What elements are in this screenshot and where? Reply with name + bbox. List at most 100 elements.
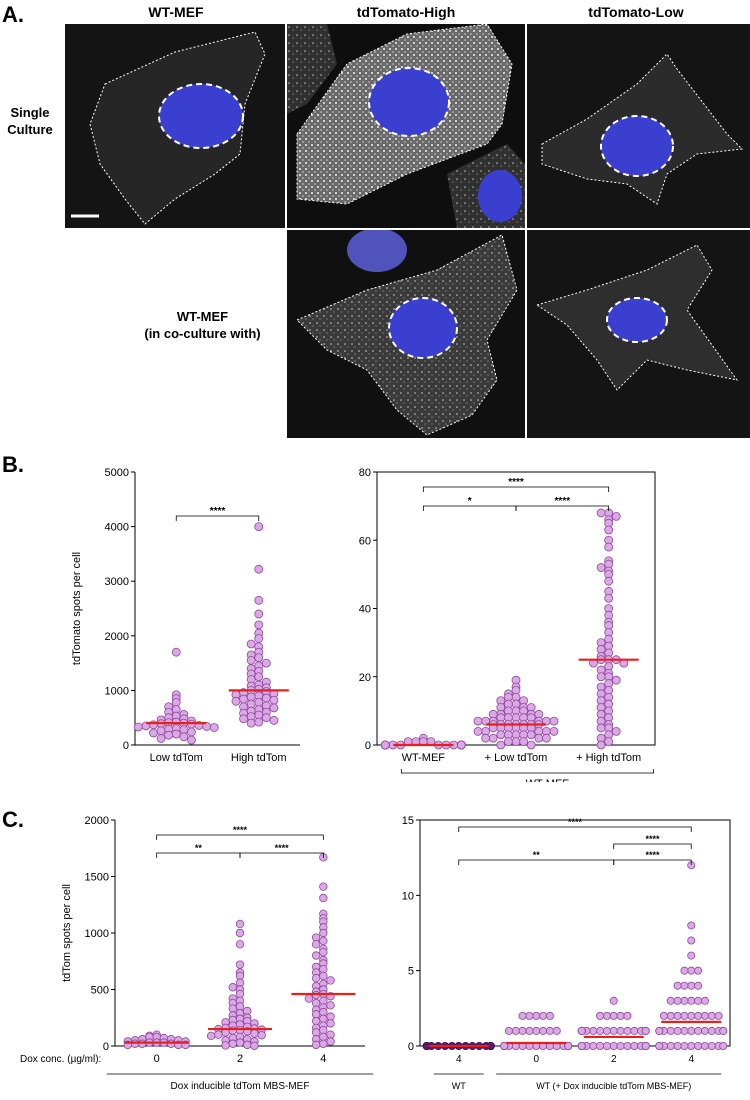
- panel-c-letter: C.: [2, 807, 24, 832]
- column-header-wt-mef: WT-MEF: [148, 4, 204, 20]
- significance-label: ****: [233, 825, 248, 835]
- x-tick-label: 2: [237, 1053, 243, 1065]
- data-point: [473, 726, 483, 736]
- data-point: [687, 1041, 696, 1050]
- significance-bracket: [239, 852, 324, 858]
- significance-bracket: [613, 843, 692, 849]
- y-axis-label: tdTomato spots per cell: [71, 552, 83, 665]
- significance-label: ****: [645, 850, 660, 860]
- group-label: Dox inducible tdTom MBS-MEF: [171, 1081, 310, 1092]
- data-point: [539, 1026, 548, 1035]
- data-point: [214, 1030, 223, 1039]
- data-point: [609, 1041, 618, 1050]
- data-point: [623, 1011, 632, 1020]
- data-point: [319, 936, 328, 946]
- data-point: [235, 960, 245, 969]
- y-tick-label: 2000: [105, 631, 129, 643]
- data-point: [235, 940, 245, 949]
- data-point: [596, 1041, 605, 1050]
- group-bracket: [400, 769, 655, 774]
- data-point: [596, 563, 606, 572]
- data-point: [243, 1040, 252, 1050]
- data-point: [641, 1041, 650, 1050]
- significance-label: ****: [210, 506, 226, 517]
- data-point: [518, 1011, 527, 1020]
- significance-bracket: [422, 486, 610, 492]
- data-point: [456, 740, 466, 750]
- data-point: [694, 1026, 703, 1035]
- y-tick-label: 1000: [85, 928, 109, 940]
- x-tick-label: 0: [154, 1053, 160, 1065]
- data-point: [326, 1001, 335, 1010]
- data-point: [496, 730, 506, 740]
- data-point: [589, 1041, 598, 1050]
- data-point: [604, 737, 614, 746]
- data-point: [589, 1026, 598, 1035]
- data-point: [673, 996, 682, 1005]
- data-point: [680, 966, 689, 975]
- group-label: WT (+ Dox inducible tdTom MBS-MEF): [536, 1081, 691, 1091]
- y-tick-label: 1000: [105, 685, 129, 697]
- data-point: [496, 740, 506, 750]
- data-point: [254, 620, 264, 630]
- data-point: [319, 971, 328, 981]
- data-point: [511, 1026, 520, 1035]
- data-point: [630, 1026, 639, 1035]
- data-point: [602, 1011, 611, 1020]
- data-point: [687, 936, 696, 945]
- data-point: [694, 1011, 703, 1020]
- data-point: [526, 740, 536, 750]
- y-tick-label: 10: [402, 890, 414, 902]
- data-point: [687, 1011, 696, 1020]
- data-point: [616, 1011, 625, 1020]
- data-point: [319, 948, 328, 957]
- data-point: [304, 994, 314, 1003]
- micrograph-coculture-high: [287, 230, 525, 438]
- data-point: [616, 1041, 625, 1050]
- row-label-single-culture: Single Culture: [0, 104, 60, 138]
- x-tick-label: 2: [611, 1054, 617, 1065]
- data-point: [549, 726, 559, 736]
- data-point: [311, 1040, 321, 1050]
- data-point: [239, 714, 248, 724]
- significance-bracket: [458, 826, 692, 832]
- y-tick-label: 5000: [105, 467, 129, 479]
- significance-label: *: [468, 496, 472, 507]
- data-point: [133, 722, 143, 732]
- dox-conc-label: Dox conc. (µg/ml):: [20, 1054, 101, 1065]
- data-point: [673, 981, 682, 990]
- data-point: [525, 1026, 534, 1035]
- data-point: [187, 727, 196, 737]
- panel-a-letter: A.: [2, 2, 24, 27]
- data-point: [577, 1026, 586, 1035]
- data-point: [630, 1041, 639, 1050]
- data-point: [257, 1031, 266, 1040]
- data-point: [254, 653, 264, 663]
- data-point: [673, 1026, 682, 1035]
- data-point: [609, 996, 618, 1005]
- y-tick-label: 20: [359, 672, 371, 684]
- data-point: [564, 1041, 573, 1050]
- data-point: [526, 730, 536, 740]
- chart-c-left: 0 500 1000 1500 2000 tdTom spots per cell 0 2 4 *…: [20, 815, 374, 1092]
- data-point: [604, 542, 614, 552]
- data-point: [611, 511, 621, 521]
- significance-label: ****: [645, 834, 660, 844]
- data-point: [261, 693, 271, 703]
- data-point: [311, 990, 321, 1000]
- data-point: [673, 1041, 682, 1050]
- data-point: [596, 508, 606, 518]
- data-point: [616, 1026, 625, 1035]
- significance-label: ****: [275, 843, 290, 853]
- data-point: [596, 672, 606, 682]
- data-point: [488, 733, 498, 743]
- data-point: [254, 634, 264, 643]
- significance-bracket: [458, 859, 615, 865]
- data-point: [156, 734, 166, 743]
- micrograph-tdtomato-low-single: [527, 24, 750, 228]
- data-point: [311, 940, 321, 949]
- plot-frame: [419, 819, 731, 1047]
- x-tick-label: Low tdTom: [150, 752, 203, 764]
- data-point: [611, 675, 621, 685]
- data-point: [707, 1041, 716, 1050]
